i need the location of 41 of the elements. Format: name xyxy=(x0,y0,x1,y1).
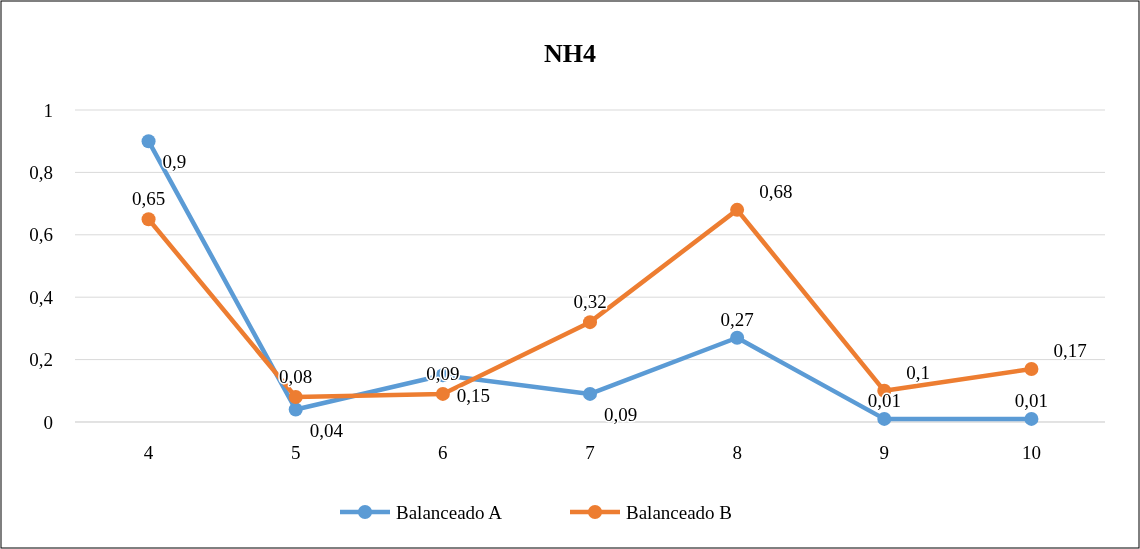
data-label: 0,9 xyxy=(162,151,187,173)
data-label: 0,17 xyxy=(1053,339,1087,361)
y-tick-label: 0,2 xyxy=(29,349,53,371)
point xyxy=(288,402,303,417)
data-label: 0,15 xyxy=(456,385,491,407)
data-label: 0,27 xyxy=(720,308,754,330)
y-tick-label: 0,8 xyxy=(29,162,53,184)
x-tick-label: 4 xyxy=(143,442,154,463)
x-tick-label: 6 xyxy=(438,442,448,463)
point xyxy=(730,330,745,345)
point xyxy=(583,315,597,330)
point xyxy=(1024,361,1039,376)
point xyxy=(435,386,450,401)
point xyxy=(141,212,156,227)
y-tick-label: 0,4 xyxy=(29,286,54,308)
data-label: 0,09 xyxy=(604,403,638,425)
data-label: 0,01 xyxy=(867,389,901,411)
point xyxy=(141,134,156,149)
x-tick-label: 7 xyxy=(585,442,595,463)
x-tick-label: 10 xyxy=(1021,442,1041,463)
chart-title: NH4 xyxy=(544,39,596,68)
x-tick-label: 8 xyxy=(732,442,742,463)
point xyxy=(288,390,303,405)
x-tick-label: 9 xyxy=(879,442,890,463)
y-tick-label: 1 xyxy=(43,99,53,121)
x-tick-label: 5 xyxy=(290,442,301,463)
y-tick-label: 0 xyxy=(43,411,53,433)
data-label: 0,01 xyxy=(1014,389,1049,411)
point xyxy=(877,411,892,426)
legend-label: Balanceado A xyxy=(396,501,503,523)
point xyxy=(583,386,597,401)
data-label: 0,08 xyxy=(279,366,313,388)
data-label: 0,1 xyxy=(906,361,931,383)
legend-label: Balanceado B xyxy=(626,501,733,523)
point xyxy=(1024,411,1039,426)
data-label: 0,68 xyxy=(759,180,793,202)
point xyxy=(730,202,745,217)
data-label: 0,65 xyxy=(131,188,166,210)
y-tick-label: 0,6 xyxy=(29,224,53,246)
data-label: 0,32 xyxy=(573,291,607,313)
data-label: 0,04 xyxy=(309,419,344,441)
